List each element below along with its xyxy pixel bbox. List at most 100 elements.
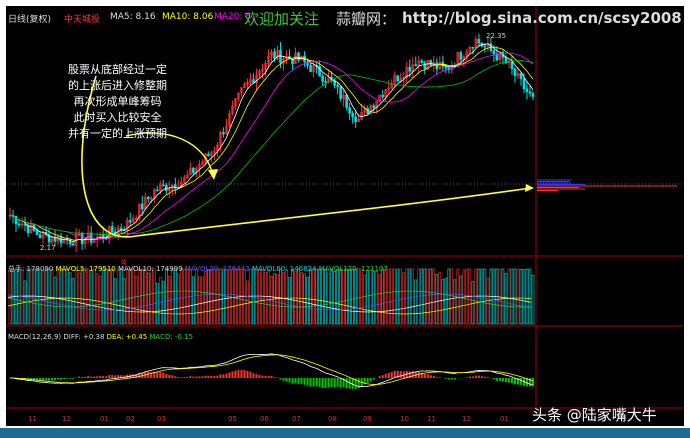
volume-bar	[80, 268, 84, 325]
candle-body	[465, 51, 469, 57]
candle-body	[378, 94, 382, 102]
candle-body	[171, 184, 174, 189]
macd-diff-line	[9, 353, 534, 387]
volume-bar	[453, 279, 457, 325]
chart-plot: q	[6, 6, 684, 409]
volume-bar	[303, 273, 306, 325]
candle-body	[270, 51, 273, 57]
volume-bar	[29, 268, 33, 325]
volume-bar	[261, 269, 264, 325]
volume-bar	[531, 274, 535, 325]
candle-body	[318, 65, 321, 77]
volume-bar	[149, 268, 153, 325]
volume-bar	[198, 276, 201, 325]
volume-bar	[471, 281, 475, 325]
candle-body	[474, 38, 478, 48]
candle-body	[384, 89, 388, 98]
volume-bar	[270, 276, 273, 325]
candle-body	[35, 230, 39, 236]
candle-body	[131, 218, 135, 223]
candle-body	[444, 65, 448, 69]
volume-bar	[444, 277, 448, 325]
volume-bar	[59, 268, 63, 325]
volume-bar	[74, 269, 78, 325]
volume-bar	[477, 268, 481, 325]
x-tick-label: 02	[126, 415, 135, 423]
candle-body	[369, 105, 372, 114]
candle-body	[29, 224, 33, 233]
candle-body	[345, 94, 348, 108]
candle-body	[243, 84, 246, 88]
volume-bar	[32, 268, 36, 325]
volume-bar	[107, 268, 111, 325]
candle-body	[414, 64, 418, 67]
volume-bar	[297, 268, 300, 325]
volume-bar	[279, 268, 282, 325]
x-tick-label: 08	[328, 415, 337, 423]
volume-bar	[89, 270, 93, 325]
volume-bar	[62, 268, 66, 325]
candle-body	[50, 236, 54, 243]
candle-body	[531, 93, 535, 97]
volume-bar	[327, 272, 330, 325]
ma10-line	[9, 46, 534, 241]
candle-body	[47, 233, 51, 243]
volume-bar	[522, 269, 526, 325]
candle-body	[134, 217, 138, 220]
ma10-label: MA10: 8.06	[162, 12, 214, 22]
volume-bar	[513, 268, 517, 325]
volume-bar	[426, 268, 430, 325]
candle-body	[210, 152, 213, 157]
volume-bar	[101, 268, 105, 325]
candle-body	[468, 47, 472, 53]
volume-bar	[195, 268, 198, 325]
candle-body	[225, 125, 228, 135]
candle-body	[333, 80, 336, 86]
candle-body	[390, 84, 394, 89]
volume-bar	[390, 268, 394, 325]
volume-bar	[50, 268, 54, 325]
candle-body	[297, 52, 300, 61]
candle-body	[510, 61, 514, 70]
candle-body	[246, 81, 249, 85]
candle-body	[372, 105, 375, 108]
candle-body	[339, 86, 342, 99]
volume-bar	[456, 268, 460, 325]
volume-bar	[192, 276, 195, 325]
candle-body	[174, 184, 177, 189]
candle-body	[357, 119, 360, 123]
candle-body	[110, 226, 114, 233]
volume-bar	[95, 273, 99, 325]
volume-bar	[441, 279, 445, 325]
volume-bar	[171, 268, 174, 325]
volume-bar	[201, 276, 204, 325]
candle-body	[213, 150, 216, 154]
candle-body	[26, 224, 30, 233]
volume-bar	[399, 268, 403, 325]
candle-body	[38, 234, 42, 239]
volume-bar	[44, 268, 48, 325]
candle-body	[309, 64, 312, 72]
volume-bar	[342, 268, 345, 325]
volume-bar	[56, 270, 60, 325]
candle-body	[354, 116, 357, 123]
volume-bar	[312, 268, 315, 325]
volume-bar	[402, 272, 406, 325]
candle-body	[519, 73, 523, 79]
volume-bar	[411, 268, 415, 325]
volume-bar	[324, 268, 327, 325]
watermark-site: 蒜瓣网：	[336, 10, 397, 28]
candle-body	[240, 87, 243, 94]
volume-bar	[158, 277, 162, 325]
volume-bar	[507, 268, 511, 325]
volume-bar	[83, 268, 87, 325]
arrow-head	[208, 169, 218, 180]
watermark-welcome: 欢迎加关注	[244, 10, 320, 28]
bottom-strip	[0, 428, 690, 438]
volume-bar	[183, 268, 186, 325]
candle-body	[435, 62, 439, 70]
volume-bar	[122, 278, 126, 325]
candle-body	[128, 220, 132, 223]
volume-bar	[318, 268, 321, 325]
